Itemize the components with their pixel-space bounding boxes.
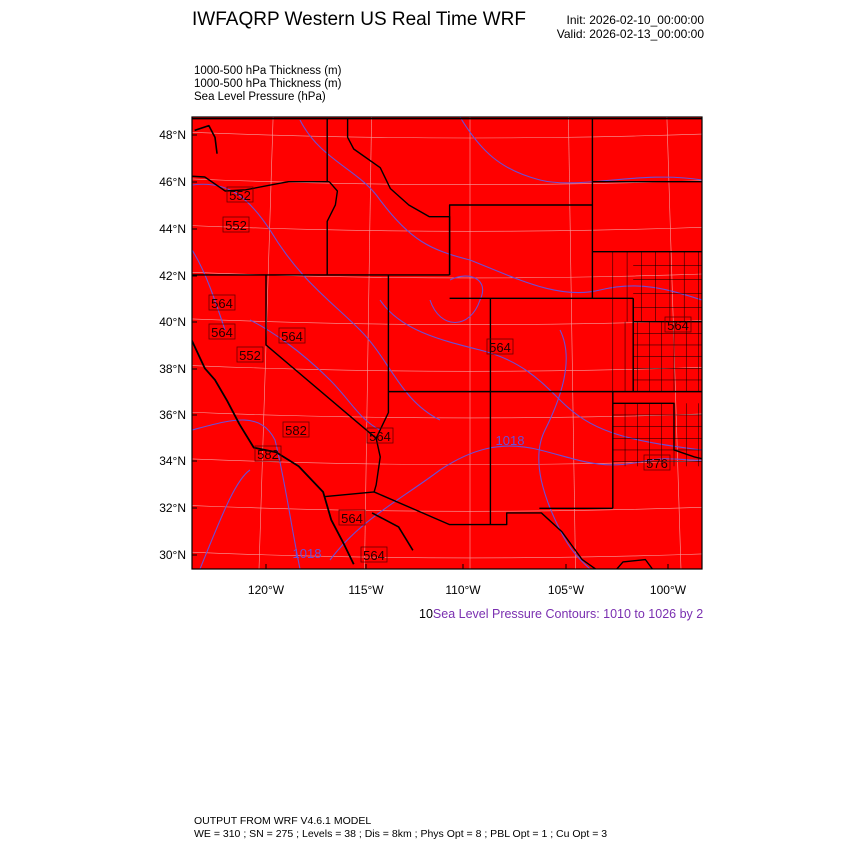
parallel-line (192, 365, 702, 372)
lat-tick-label: 40°N (159, 315, 186, 329)
slp-contour-line (199, 469, 251, 569)
thickness-label: 576 (646, 456, 668, 471)
lat-tick-label: 42°N (159, 269, 186, 283)
thickness-label-box (282, 421, 310, 438)
parallel-line (192, 411, 702, 419)
map-frame (191, 116, 703, 570)
contour-info-prefix: 10 (419, 607, 433, 621)
lon-tick-label: 110°W (445, 583, 481, 597)
thickness-label-box (366, 427, 394, 444)
thickness-label: 564 (211, 325, 233, 340)
pressure-label: 1018 (496, 433, 525, 448)
state-border (192, 175, 330, 192)
thickness-label: 564 (211, 296, 233, 311)
parallel-line (192, 271, 702, 279)
slp-contours (192, 117, 702, 569)
thickness-label: 552 (229, 188, 251, 203)
slp-contour-line (249, 319, 381, 431)
parallel-line (192, 131, 702, 139)
slp-contour-line (329, 445, 702, 561)
coastline (192, 338, 355, 565)
parallel-line (192, 505, 702, 512)
meridian-line (152, 88, 176, 601)
valid-time: Valid: 2026-02-13_00:00:00 (556, 27, 704, 41)
thickness-label: 564 (369, 429, 391, 444)
slp-contour-line (299, 119, 702, 301)
thickness-label-box (208, 323, 236, 340)
init-time: Init: 2026-02-10_00:00:00 (566, 13, 704, 27)
state-border (326, 181, 339, 275)
thickness-label: 552 (239, 348, 261, 363)
lat-tick-label: 36°N (159, 408, 186, 422)
thickness-label: 552 (225, 218, 247, 233)
model-version: OUTPUT FROM WRF V4.6.1 MODEL (194, 815, 372, 827)
lat-tick-label: 32°N (159, 501, 186, 515)
lon-tick-label: 100°W (650, 583, 687, 597)
field-label-thickness-2: 1000-500 hPa Thickness (m) (194, 78, 342, 90)
state-borders (192, 117, 702, 569)
plot-title: IWFAQRP Western US Real Time WRF (192, 9, 526, 30)
slp-contour-line (192, 183, 441, 421)
gulf-coastline (371, 512, 414, 551)
meridian-line (764, 88, 788, 601)
contour-info-text: Sea Level Pressure Contours: 1010 to 102… (432, 607, 704, 621)
field-label-thickness-1: 1000-500 hPa Thickness (m) (194, 65, 342, 77)
lat-tick-label: 38°N (159, 362, 186, 376)
slp-contour-line (192, 249, 226, 331)
thickness-label: 564 (363, 548, 385, 563)
thickness-label-box (643, 454, 671, 471)
lat-tick-label: 48°N (159, 128, 186, 142)
contour-info: 10Sea Level Pressure Contours: 1010 to 1… (419, 607, 703, 621)
state-border (375, 274, 390, 439)
lat-tick-label: 34°N (159, 454, 186, 468)
slp-contour-line (538, 329, 591, 569)
lat-tick-label: 46°N (159, 175, 186, 189)
thickness-label: 564 (341, 511, 363, 526)
axes: 48°N 46°N 44°N 42°N 40°N 38°N 36°N 34°N 32°N 30°N… (159, 128, 687, 597)
lon-tick-label: 105°W (548, 583, 585, 597)
thickness-label: 564 (667, 318, 689, 333)
contour-labels: 552 552 564 564 552 564 564 564 582 582 564 564 564 5… (208, 186, 692, 563)
slp-contour-line (429, 275, 484, 324)
state-border (325, 491, 654, 569)
meridian-line (568, 117, 576, 569)
state-border (373, 438, 381, 493)
thickness-label-box (278, 327, 306, 344)
state-border (346, 118, 451, 275)
field-label-slp: Sea Level Pressure (hPa) (194, 91, 326, 103)
thickness-label: 582 (285, 423, 307, 438)
thickness-label: 564 (489, 340, 511, 355)
thickness-label-box (664, 316, 692, 333)
thickness-label-box (222, 216, 250, 233)
model-config: WE = 310 ; SN = 275 ; Levels = 38 ; Dis … (194, 828, 608, 840)
thickness-label-box (208, 294, 236, 311)
lat-tick-label: 30°N (159, 548, 186, 562)
thickness-label-box (254, 445, 282, 462)
slp-contour-line (459, 117, 702, 184)
lon-tick-label: 120°W (248, 583, 285, 597)
thickness-label-box (486, 338, 514, 355)
puget-sound-shore (194, 124, 218, 154)
thickness-label-box (226, 186, 254, 203)
parallel-line (192, 551, 702, 559)
slp-contour-line (379, 299, 702, 451)
lat-tick-label: 44°N (159, 222, 186, 236)
map-area (192, 117, 702, 569)
lon-tick-label: 115°W (348, 583, 384, 597)
model-info: OUTPUT FROM WRF V4.6.1 MODEL WE = 310 ; … (194, 815, 607, 841)
state-border (265, 274, 377, 439)
state-border (592, 250, 702, 253)
slp-contour-line (192, 419, 301, 569)
thickness-label: 582 (257, 447, 279, 462)
pressure-label: 1018 (293, 546, 322, 561)
thickness-label: 564 (281, 329, 303, 344)
thickness-label-box (360, 546, 388, 563)
time-info: Init: 2026-02-10_00:00:00 Valid: 2026-02… (557, 13, 704, 41)
thickness-label-box (236, 346, 264, 363)
thickness-label-box (338, 509, 366, 526)
